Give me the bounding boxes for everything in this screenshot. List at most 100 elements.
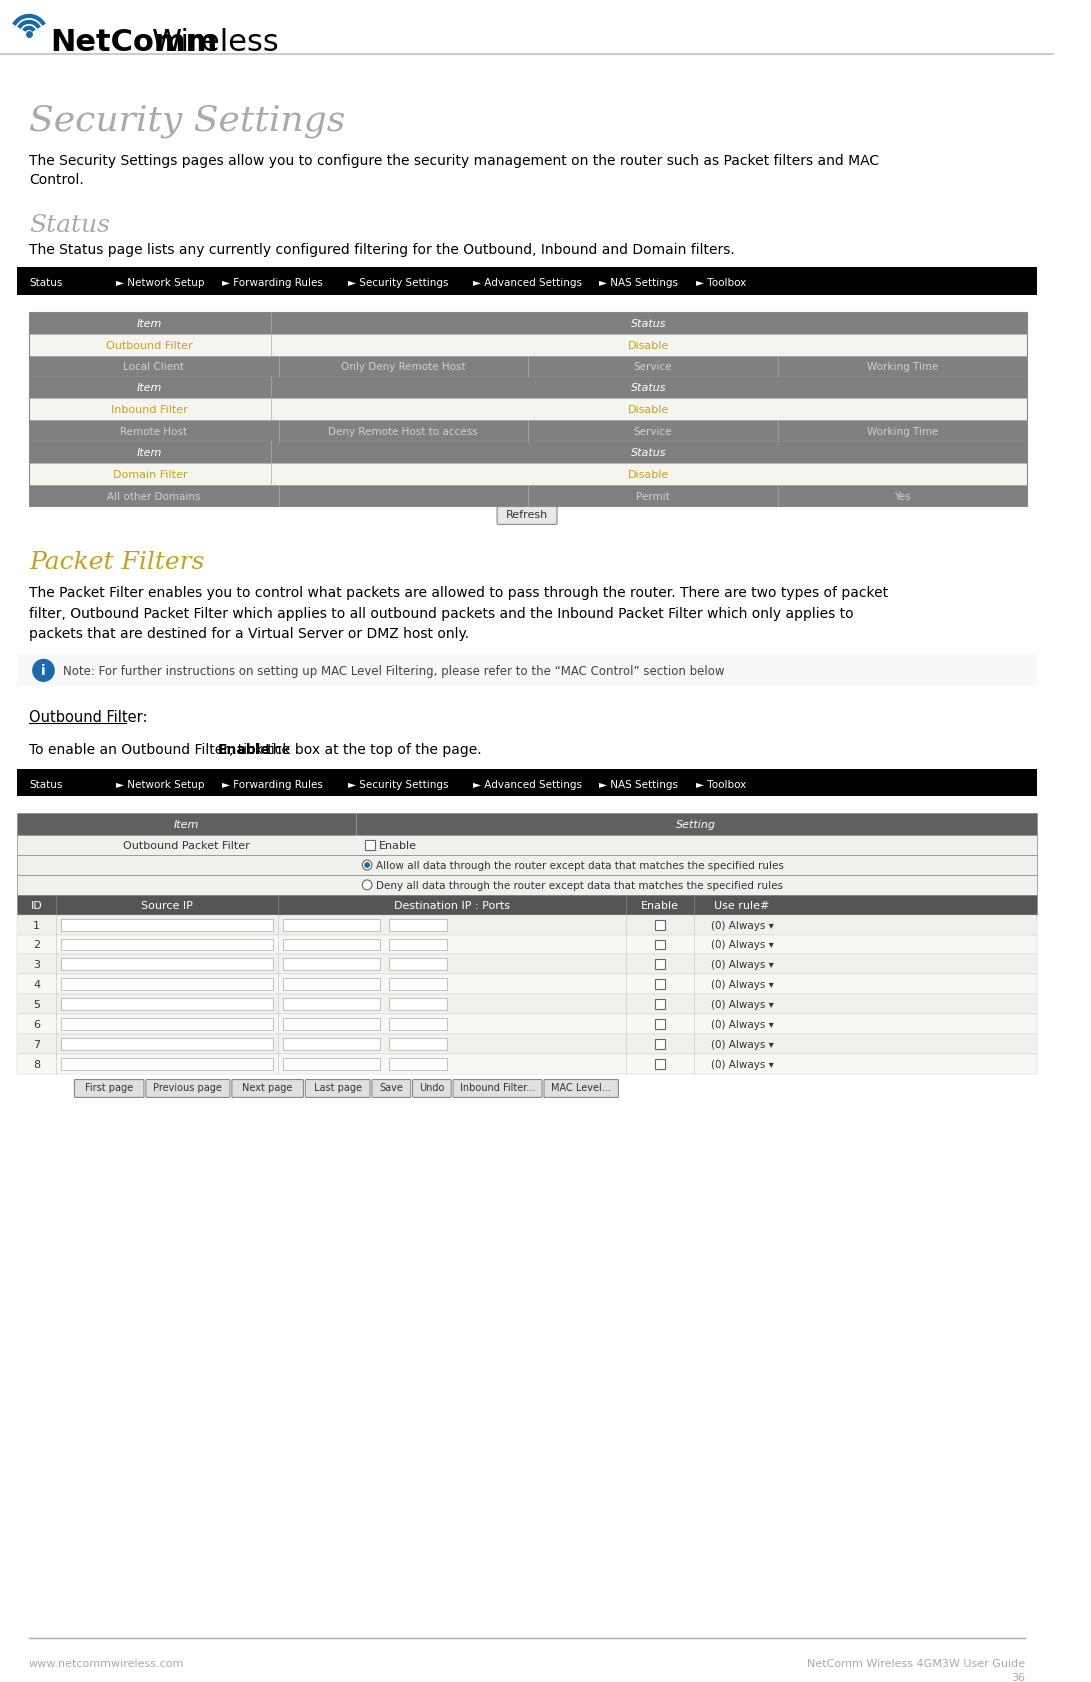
- Bar: [389, 1058, 447, 1070]
- FancyBboxPatch shape: [232, 1080, 303, 1098]
- Bar: [29, 464, 1027, 486]
- Bar: [17, 1055, 1036, 1073]
- Text: Deny Remote Host to access: Deny Remote Host to access: [328, 427, 478, 437]
- Text: 5: 5: [33, 999, 40, 1009]
- Text: Disable: Disable: [628, 340, 670, 350]
- Bar: [655, 940, 664, 950]
- Text: Allow all data through the router except data that matches the specified rules: Allow all data through the router except…: [376, 861, 783, 871]
- Text: Remote Host: Remote Host: [120, 427, 188, 437]
- Bar: [17, 895, 1036, 915]
- Text: The Status page lists any currently configured filtering for the Outbound, Inbou: The Status page lists any currently conf…: [29, 244, 734, 257]
- Text: Working Time: Working Time: [866, 362, 938, 372]
- Text: ► Advanced Settings: ► Advanced Settings: [473, 278, 583, 288]
- Text: Status: Status: [631, 318, 667, 328]
- Text: Enable: Enable: [217, 742, 271, 757]
- Text: ► Forwarding Rules: ► Forwarding Rules: [223, 779, 323, 789]
- Text: Wireless: Wireless: [152, 29, 279, 57]
- Text: ► NAS Settings: ► NAS Settings: [599, 278, 679, 288]
- Bar: [29, 442, 1027, 508]
- Bar: [17, 875, 1036, 895]
- Text: Local Client: Local Client: [123, 362, 184, 372]
- FancyBboxPatch shape: [305, 1080, 370, 1098]
- Text: Service: Service: [634, 427, 672, 437]
- Bar: [17, 836, 1036, 856]
- Text: NetComm Wireless 4GM3W User Guide: NetComm Wireless 4GM3W User Guide: [807, 1657, 1026, 1667]
- Circle shape: [362, 880, 372, 890]
- Bar: [283, 918, 380, 932]
- Bar: [61, 1058, 274, 1070]
- Bar: [655, 1019, 664, 1029]
- Bar: [61, 1038, 274, 1050]
- Text: Item: Item: [173, 819, 200, 829]
- Bar: [29, 313, 1027, 378]
- Bar: [17, 994, 1036, 1014]
- Text: Only Deny Remote Host: Only Deny Remote Host: [341, 362, 466, 372]
- Text: ► Advanced Settings: ► Advanced Settings: [473, 779, 583, 789]
- Text: i: i: [41, 664, 46, 678]
- Text: Refresh: Refresh: [506, 510, 548, 520]
- Text: (0) Always ▾: (0) Always ▾: [710, 979, 774, 989]
- FancyBboxPatch shape: [453, 1080, 542, 1098]
- Text: 36: 36: [1011, 1672, 1026, 1682]
- Bar: [17, 955, 1036, 974]
- Bar: [365, 841, 375, 851]
- Bar: [29, 335, 1027, 357]
- Text: Status: Status: [631, 447, 667, 458]
- Bar: [17, 1034, 1036, 1055]
- Bar: [655, 1039, 664, 1050]
- Text: Source IP: Source IP: [141, 900, 193, 910]
- Text: tick box at the top of the page.: tick box at the top of the page.: [261, 742, 481, 757]
- Text: Deny all data through the router except data that matches the specified rules: Deny all data through the router except …: [376, 880, 783, 890]
- Bar: [283, 959, 380, 971]
- Bar: [17, 769, 1036, 797]
- Text: 3: 3: [33, 960, 40, 971]
- Bar: [655, 920, 664, 930]
- Text: Status: Status: [29, 278, 62, 288]
- Bar: [17, 935, 1036, 955]
- Bar: [29, 420, 1027, 442]
- Bar: [17, 814, 1036, 836]
- Text: Disable: Disable: [628, 405, 670, 415]
- Text: (0) Always ▾: (0) Always ▾: [710, 999, 774, 1009]
- Text: First page: First page: [85, 1083, 133, 1093]
- Bar: [389, 1038, 447, 1050]
- Text: Item: Item: [137, 447, 163, 458]
- Text: 4: 4: [33, 979, 40, 989]
- Text: ► Toolbox: ► Toolbox: [696, 278, 746, 288]
- Text: Note: For further instructions on setting up MAC Level Filtering, please refer t: Note: For further instructions on settin…: [63, 664, 724, 678]
- Text: Use rule#: Use rule#: [715, 900, 770, 910]
- Text: Next page: Next page: [242, 1083, 292, 1093]
- Text: (0) Always ▾: (0) Always ▾: [710, 1039, 774, 1050]
- Bar: [389, 979, 447, 991]
- Text: ► Network Setup: ► Network Setup: [116, 779, 204, 789]
- Bar: [389, 918, 447, 932]
- Bar: [29, 357, 1027, 378]
- Text: Security Settings: Security Settings: [29, 104, 345, 138]
- Text: Service: Service: [634, 362, 672, 372]
- Text: To enable an Outbound Filter, tick the: To enable an Outbound Filter, tick the: [29, 742, 295, 757]
- Bar: [389, 999, 447, 1011]
- Text: Outbound Filter: Outbound Filter: [107, 340, 193, 350]
- Bar: [29, 313, 1027, 335]
- Text: Undo: Undo: [419, 1083, 445, 1093]
- Bar: [61, 979, 274, 991]
- Text: Domain Filter: Domain Filter: [112, 469, 187, 479]
- Bar: [655, 979, 664, 989]
- Text: 6: 6: [33, 1019, 40, 1029]
- Text: MAC Level...: MAC Level...: [551, 1083, 611, 1093]
- Text: (0) Always ▾: (0) Always ▾: [710, 960, 774, 971]
- Text: Save: Save: [380, 1083, 404, 1093]
- Bar: [29, 399, 1027, 420]
- Text: ► Forwarding Rules: ► Forwarding Rules: [223, 278, 323, 288]
- Text: 7: 7: [33, 1039, 40, 1050]
- Bar: [29, 442, 1027, 464]
- Text: (0) Always ▾: (0) Always ▾: [710, 920, 774, 930]
- Bar: [655, 960, 664, 971]
- Text: ► Toolbox: ► Toolbox: [696, 779, 746, 789]
- Text: Setting: Setting: [676, 819, 716, 829]
- Bar: [17, 974, 1036, 994]
- Text: ► NAS Settings: ► NAS Settings: [599, 779, 679, 789]
- Text: www.netcommwireless.com: www.netcommwireless.com: [29, 1657, 184, 1667]
- Text: Enable: Enable: [640, 900, 679, 910]
- Text: Status: Status: [29, 779, 62, 789]
